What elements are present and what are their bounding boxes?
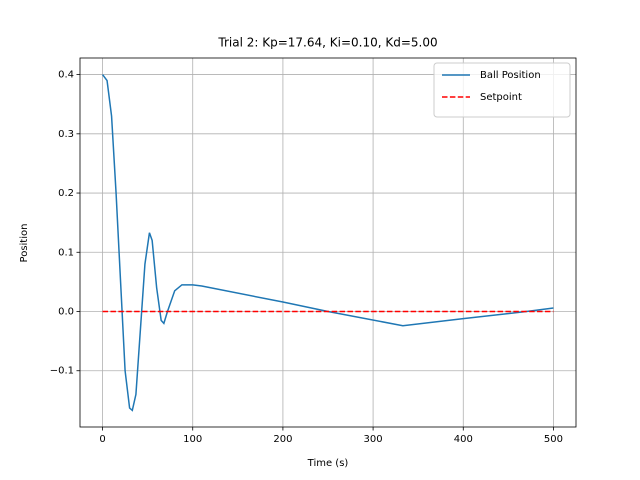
y-tick-label: −0.1 xyxy=(50,366,74,377)
axes-frame xyxy=(79,57,577,428)
x-tick-label: 0 xyxy=(99,434,105,445)
y-tick-label: 0.0 xyxy=(58,307,74,318)
x-axis-label: Time (s) xyxy=(307,458,349,469)
y-tick-label: 0.4 xyxy=(58,70,74,81)
legend-box xyxy=(433,62,571,118)
x-tick-label: 500 xyxy=(544,434,563,445)
chart-title: Trial 2: Kp=17.64, Ki=0.10, Kd=5.00 xyxy=(217,36,437,50)
x-tick-label: 300 xyxy=(364,434,383,445)
x-tick-label: 400 xyxy=(454,434,473,445)
legend-label: Ball Position xyxy=(480,70,541,81)
y-tick-label: 0.3 xyxy=(58,129,74,140)
y-axis-label: Position xyxy=(19,224,30,263)
legend-label: Setpoint xyxy=(480,92,522,103)
y-tick-label: 0.2 xyxy=(58,188,74,199)
x-tick-label: 100 xyxy=(183,434,202,445)
y-tick-label: 0.1 xyxy=(58,247,74,258)
x-tick-label: 200 xyxy=(273,434,292,445)
